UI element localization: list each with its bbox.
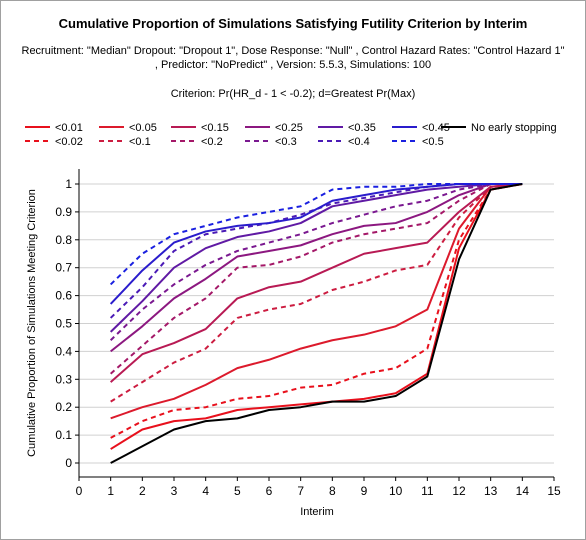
legend: <0.01 <0.05 <0.15 <0.25 <0.35 <0.45 No early s… bbox=[25, 122, 557, 148]
x-axis-label: Interim bbox=[300, 506, 334, 518]
x-tick-label-11: 11 bbox=[421, 484, 434, 498]
legend-label-11: <0.4 bbox=[348, 136, 370, 148]
legend-label-2: <0.15 bbox=[201, 122, 229, 134]
x-tick-label-8: 8 bbox=[329, 484, 336, 498]
x-tick-label-0: 0 bbox=[76, 484, 83, 498]
grid-lines bbox=[79, 183, 554, 464]
x-tick-label-4: 4 bbox=[202, 484, 209, 498]
legend-label-4: <0.35 bbox=[348, 122, 376, 134]
series-line-7 bbox=[109, 183, 523, 341]
y-tick-label-2: 0.2 bbox=[55, 400, 72, 414]
legend-label-0: <0.01 bbox=[55, 122, 83, 134]
x-tick-label-2: 2 bbox=[139, 484, 146, 498]
legend-label-7: <0.02 bbox=[55, 136, 83, 148]
legend-label-12: <0.5 bbox=[422, 136, 444, 148]
x-tick-label-1: 1 bbox=[107, 484, 114, 498]
chart-title: Cumulative Proportion of Simulations Sat… bbox=[58, 16, 528, 31]
y-tick-label-4: 0.4 bbox=[55, 344, 72, 358]
axes bbox=[75, 169, 555, 481]
y-axis-label: Cumulative Proportion of Simulations Mee… bbox=[26, 189, 38, 457]
legend-label-1: <0.05 bbox=[129, 122, 157, 134]
legend-label-6: No early stopping bbox=[471, 122, 557, 134]
legend-label-9: <0.2 bbox=[201, 136, 223, 148]
x-tick-label-15: 15 bbox=[547, 484, 561, 498]
x-tick-label-14: 14 bbox=[516, 484, 530, 498]
x-tick-label-10: 10 bbox=[389, 484, 403, 498]
series-line-1 bbox=[110, 183, 523, 439]
series-line-8 bbox=[109, 183, 523, 333]
y-tick-label-6: 0.6 bbox=[55, 289, 72, 303]
legend-label-10: <0.3 bbox=[275, 136, 297, 148]
series-line-11 bbox=[109, 183, 523, 286]
x-tick-label-3: 3 bbox=[171, 484, 178, 498]
x-tick-label-6: 6 bbox=[266, 484, 273, 498]
legend-label-5: <0.45 bbox=[422, 122, 450, 134]
series-line-5 bbox=[110, 183, 523, 375]
y-tick-label-7: 0.7 bbox=[55, 261, 72, 275]
y-tick-label-10: 1 bbox=[65, 177, 72, 191]
legend-label-3: <0.25 bbox=[275, 122, 303, 134]
x-tick-label-12: 12 bbox=[452, 484, 466, 498]
legend-label-8: <0.1 bbox=[129, 136, 151, 148]
x-tick-label-13: 13 bbox=[484, 484, 498, 498]
series-line-3 bbox=[110, 183, 523, 403]
chart-criterion: Criterion: Pr(HR_d - 1 < -0.2); d=Greate… bbox=[170, 88, 416, 100]
x-tick-label-9: 9 bbox=[361, 484, 368, 498]
series-lines bbox=[109, 183, 523, 464]
y-tick-label-1: 0.1 bbox=[55, 428, 72, 442]
chart-subtitle: Recruitment: "Median" Dropout: "Dropout … bbox=[21, 45, 565, 71]
series-line-12 bbox=[110, 183, 523, 464]
y-tick-label-5: 0.5 bbox=[55, 317, 72, 331]
series-line-0 bbox=[110, 183, 523, 450]
tick-labels: 0 1 2 3 4 5 6 7 8 9 10 11 12 13 14 1500.10.20.30.40.50.… bbox=[55, 177, 561, 498]
series-line-2 bbox=[110, 183, 523, 420]
series-line-6 bbox=[110, 183, 523, 353]
x-tick-label-5: 5 bbox=[234, 484, 241, 498]
y-tick-label-9: 0.9 bbox=[55, 205, 72, 219]
x-tick-label-7: 7 bbox=[297, 484, 304, 498]
series-line-4 bbox=[110, 183, 523, 383]
y-tick-label-8: 0.8 bbox=[55, 233, 72, 247]
series-line-10 bbox=[109, 183, 523, 305]
y-tick-label-0: 0 bbox=[65, 456, 72, 470]
y-tick-label-3: 0.3 bbox=[55, 372, 72, 386]
